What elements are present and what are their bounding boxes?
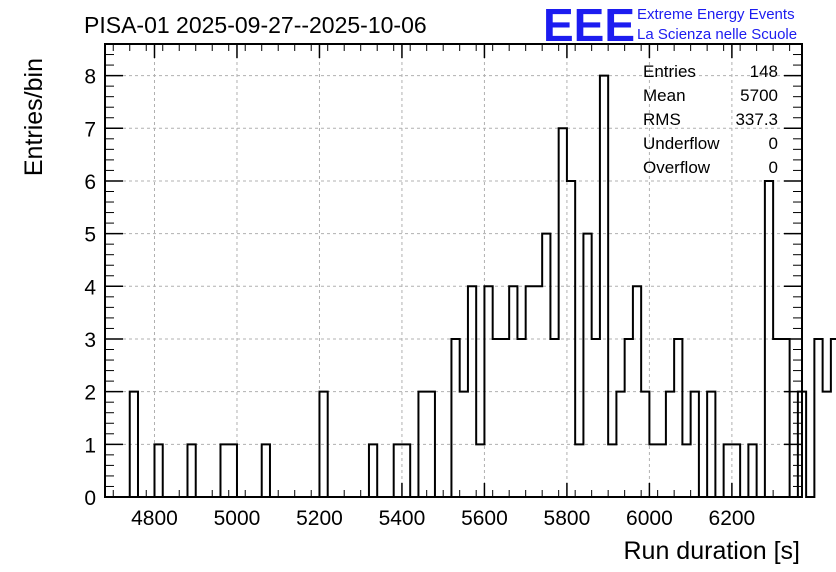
y-tick-label: 2 <box>84 382 96 405</box>
x-tick-label: 5000 <box>214 507 261 530</box>
x-tick-label: 5600 <box>461 507 508 530</box>
y-tick-label: 8 <box>84 66 96 89</box>
y-tick-label: 0 <box>84 487 96 510</box>
stat-value: 0 <box>769 158 778 177</box>
stat-label: Overflow <box>643 158 711 177</box>
stat-value: 0 <box>769 134 778 153</box>
plot-frame <box>104 43 803 498</box>
eee-logo: EEE Extreme Energy Events La Scienza nel… <box>543 0 797 51</box>
plot-frame-rect <box>104 43 803 498</box>
stat-value: 148 <box>750 62 778 81</box>
x-tick-label: 5800 <box>544 507 591 530</box>
logo-mark: EEE <box>543 0 635 51</box>
x-axis-ticks: 4800 5000 5200 5400 5600 5800 6000 6200 <box>112 44 791 530</box>
x-axis-label: Run duration [s] <box>624 537 801 565</box>
x-tick-label: 5200 <box>296 507 343 530</box>
y-tick-label: 7 <box>84 118 96 141</box>
stat-label: Mean <box>643 86 686 105</box>
chart-title: PISA-01 2025-09-27--2025-10-06 <box>84 12 427 38</box>
stat-label: RMS <box>643 110 681 129</box>
x-tick-label: 6000 <box>626 507 673 530</box>
y-tick-label: 3 <box>84 329 96 352</box>
x-tick-label: 6200 <box>709 507 756 530</box>
logo-line-2: La Scienza nelle Scuole <box>637 26 797 43</box>
stat-label: Entries <box>643 62 696 81</box>
x-tick-label: 5400 <box>379 507 426 530</box>
y-tick-label: 6 <box>84 171 96 194</box>
stat-value: 337.3 <box>735 110 778 129</box>
y-tick-label: 1 <box>84 434 96 457</box>
stat-value: 5700 <box>740 86 778 105</box>
x-tick-label: 4800 <box>131 507 178 530</box>
grid-lines <box>105 44 802 497</box>
stats-box: Entries 148 Mean 5700 RMS 337.3 Underflow 0 Over… <box>643 62 778 177</box>
y-tick-label: 4 <box>84 276 96 299</box>
y-tick-label: 5 <box>84 224 96 247</box>
stat-label: Underflow <box>643 134 720 153</box>
logo-line-1: Extreme Energy Events <box>637 6 795 23</box>
y-axis-ticks: 0 1 2 3 4 5 6 7 8 <box>84 54 802 510</box>
y-axis-label: Entries/bin <box>20 58 48 176</box>
